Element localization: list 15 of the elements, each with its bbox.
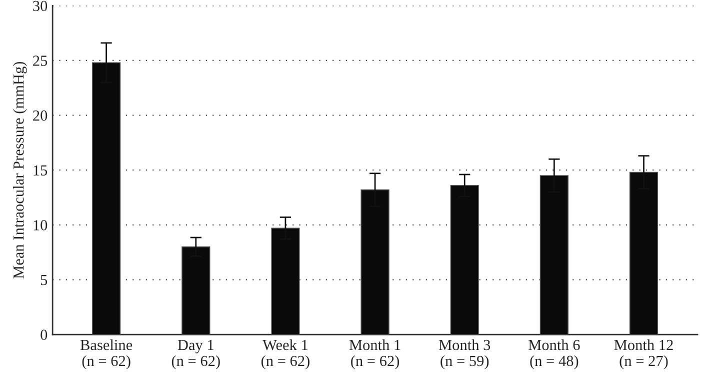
y-tick-label: 10 bbox=[34, 220, 48, 230]
x-tick-label: Week 1 (n = 62) bbox=[261, 339, 310, 370]
x-tick-label: Baseline (n = 62) bbox=[80, 339, 132, 370]
y-axis-title: Mean Intraocular Pressure (mmHg) bbox=[12, 62, 27, 278]
x-tick-label: Month 6 (n = 48) bbox=[528, 339, 580, 370]
y-tick-label: 30 bbox=[33, 0, 48, 12]
x-tick-label: Month 1 (n = 62) bbox=[349, 339, 400, 370]
x-tick-label: Month 12 (n = 27) bbox=[614, 339, 673, 370]
x-tick-label: Month 3 (n = 59) bbox=[438, 339, 490, 370]
y-tick-label: 0 bbox=[40, 330, 48, 340]
y-tick-label: 15 bbox=[34, 165, 48, 176]
y-tick-label: 20 bbox=[33, 110, 48, 121]
y-tick-label: 5 bbox=[40, 275, 48, 286]
y-tick-label: 25 bbox=[33, 56, 48, 66]
x-tick-label: Day 1 (n = 62) bbox=[172, 340, 220, 370]
